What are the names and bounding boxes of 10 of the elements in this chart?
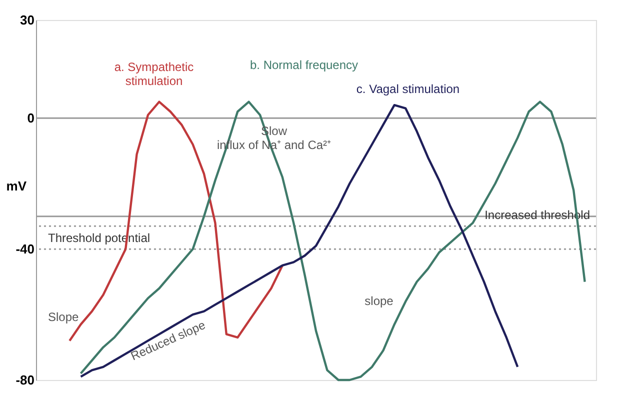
y-axis-title: mV <box>6 178 27 194</box>
y-tick-label: 0 <box>27 110 34 126</box>
annotation: Slope <box>48 310 80 324</box>
series-label: c. Vagal stimulation <box>356 82 460 96</box>
y-tick-label: -40 <box>16 242 34 257</box>
y-tick-label: -80 <box>16 372 34 388</box>
annotation: slope <box>364 294 394 308</box>
y-tick-label: 30 <box>20 12 34 28</box>
text: b. Normal frequency <box>250 58 358 72</box>
text: a. Sympathetic stimulation <box>114 60 194 88</box>
